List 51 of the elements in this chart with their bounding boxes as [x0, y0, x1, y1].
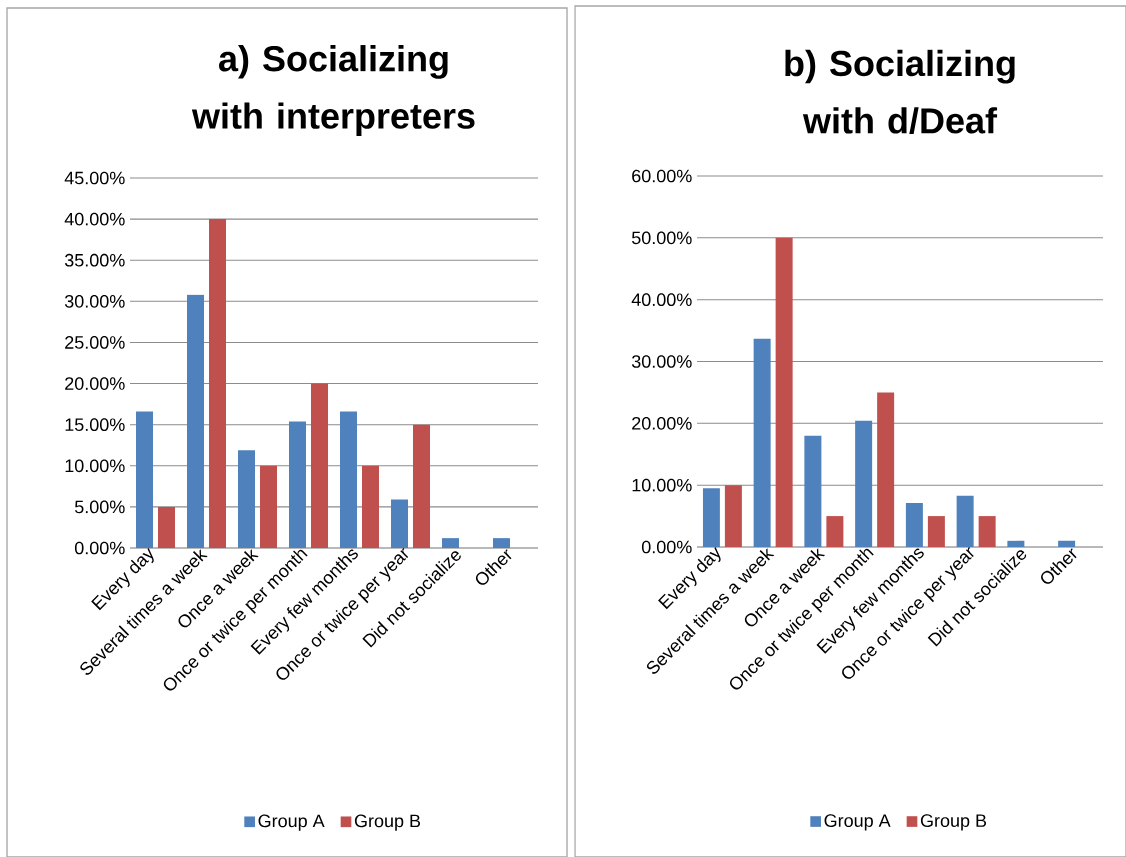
bar	[905, 503, 923, 547]
chart-title: a) Socializing with interpreters	[191, 45, 475, 136]
y-tick-label: 20.00%	[632, 416, 692, 430]
bar	[362, 465, 379, 548]
y-tick-label: 0.00%	[74, 541, 125, 555]
y-tick-label: 30.00%	[631, 355, 692, 368]
bar	[238, 450, 255, 548]
y-tick-label: 10.00%	[65, 459, 125, 473]
bar	[855, 420, 873, 547]
y-tick-label: 10.00%	[632, 478, 692, 492]
bar	[413, 424, 430, 548]
bar	[1058, 540, 1076, 547]
chart-title: b) Socializing with d/Deaf	[785, 49, 1015, 134]
bar	[311, 383, 329, 548]
y-tick-label: 60.00%	[632, 169, 692, 183]
bar	[136, 411, 153, 548]
bar	[260, 465, 277, 548]
legend-label: Group A	[824, 814, 891, 831]
bar	[289, 421, 306, 548]
bar	[724, 485, 742, 547]
bar	[927, 516, 945, 547]
bar	[978, 516, 996, 547]
bar	[209, 219, 226, 548]
bar	[877, 392, 895, 547]
bar	[775, 237, 793, 547]
bar	[391, 499, 408, 548]
y-tick-label: 15.00%	[65, 418, 125, 432]
legend-label: Group B	[354, 814, 421, 831]
bar	[1007, 540, 1025, 547]
y-tick-label: 0.00%	[641, 540, 692, 554]
bar	[158, 506, 176, 548]
y-tick-label: 35.00%	[64, 253, 125, 267]
y-tick-label: 45.00%	[64, 171, 125, 185]
y-tick-label: 20.00%	[65, 377, 125, 390]
bar	[753, 338, 771, 547]
y-tick-label: 40.00%	[631, 293, 692, 307]
bar	[187, 294, 205, 548]
y-tick-label: 50.00%	[631, 231, 692, 245]
legend-label: Group A	[258, 814, 325, 831]
bar	[340, 411, 357, 548]
y-tick-label: 40.00%	[64, 212, 125, 226]
bar	[826, 516, 844, 547]
bar	[804, 435, 822, 547]
bar	[493, 538, 510, 548]
bar	[442, 538, 459, 548]
bar	[702, 488, 720, 547]
y-tick-label: 30.00%	[64, 294, 125, 308]
y-tick-label: 5.00%	[74, 500, 125, 514]
bar	[956, 495, 974, 547]
y-tick-label: 25.00%	[65, 336, 125, 349]
legend-label: Group B	[920, 814, 987, 831]
